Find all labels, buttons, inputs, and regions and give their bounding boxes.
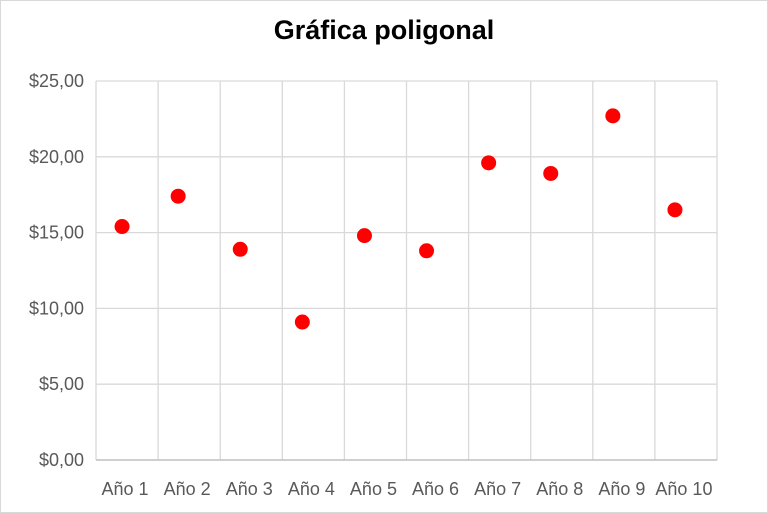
x-tick-label: Año 9: [598, 479, 645, 499]
data-point: [419, 243, 434, 258]
data-point: [481, 155, 496, 170]
y-tick-label: $5,00: [39, 374, 84, 394]
x-tick-label: Año 7: [474, 479, 521, 499]
point-layer: [115, 108, 683, 329]
x-tick-label: Año 10: [655, 479, 712, 499]
y-tick-label: $20,00: [29, 147, 84, 167]
x-tick-label: Año 3: [226, 479, 273, 499]
grid-layer: [96, 81, 717, 460]
data-point: [171, 189, 186, 204]
x-tick-label: Año 4: [288, 479, 335, 499]
x-tick-label: Año 5: [350, 479, 397, 499]
x-tick-label: Año 8: [536, 479, 583, 499]
data-point: [605, 108, 620, 123]
data-point: [543, 166, 558, 181]
data-point: [357, 228, 372, 243]
y-tick-label: $15,00: [29, 223, 84, 243]
data-point: [667, 202, 682, 217]
data-point: [115, 219, 130, 234]
y-tick-label: $25,00: [29, 71, 84, 91]
x-tick-label: Año 6: [412, 479, 459, 499]
data-point: [233, 242, 248, 257]
x-tick-label: Año 2: [164, 479, 211, 499]
y-tick-label: $0,00: [39, 450, 84, 470]
label-layer: $0,00 $5,00 $10,00 $15,00 $20,00 $25,00 Año 1 A…: [29, 71, 713, 499]
x-tick-label: Año 1: [102, 479, 149, 499]
y-tick-label: $10,00: [29, 298, 84, 318]
data-point: [295, 315, 310, 330]
